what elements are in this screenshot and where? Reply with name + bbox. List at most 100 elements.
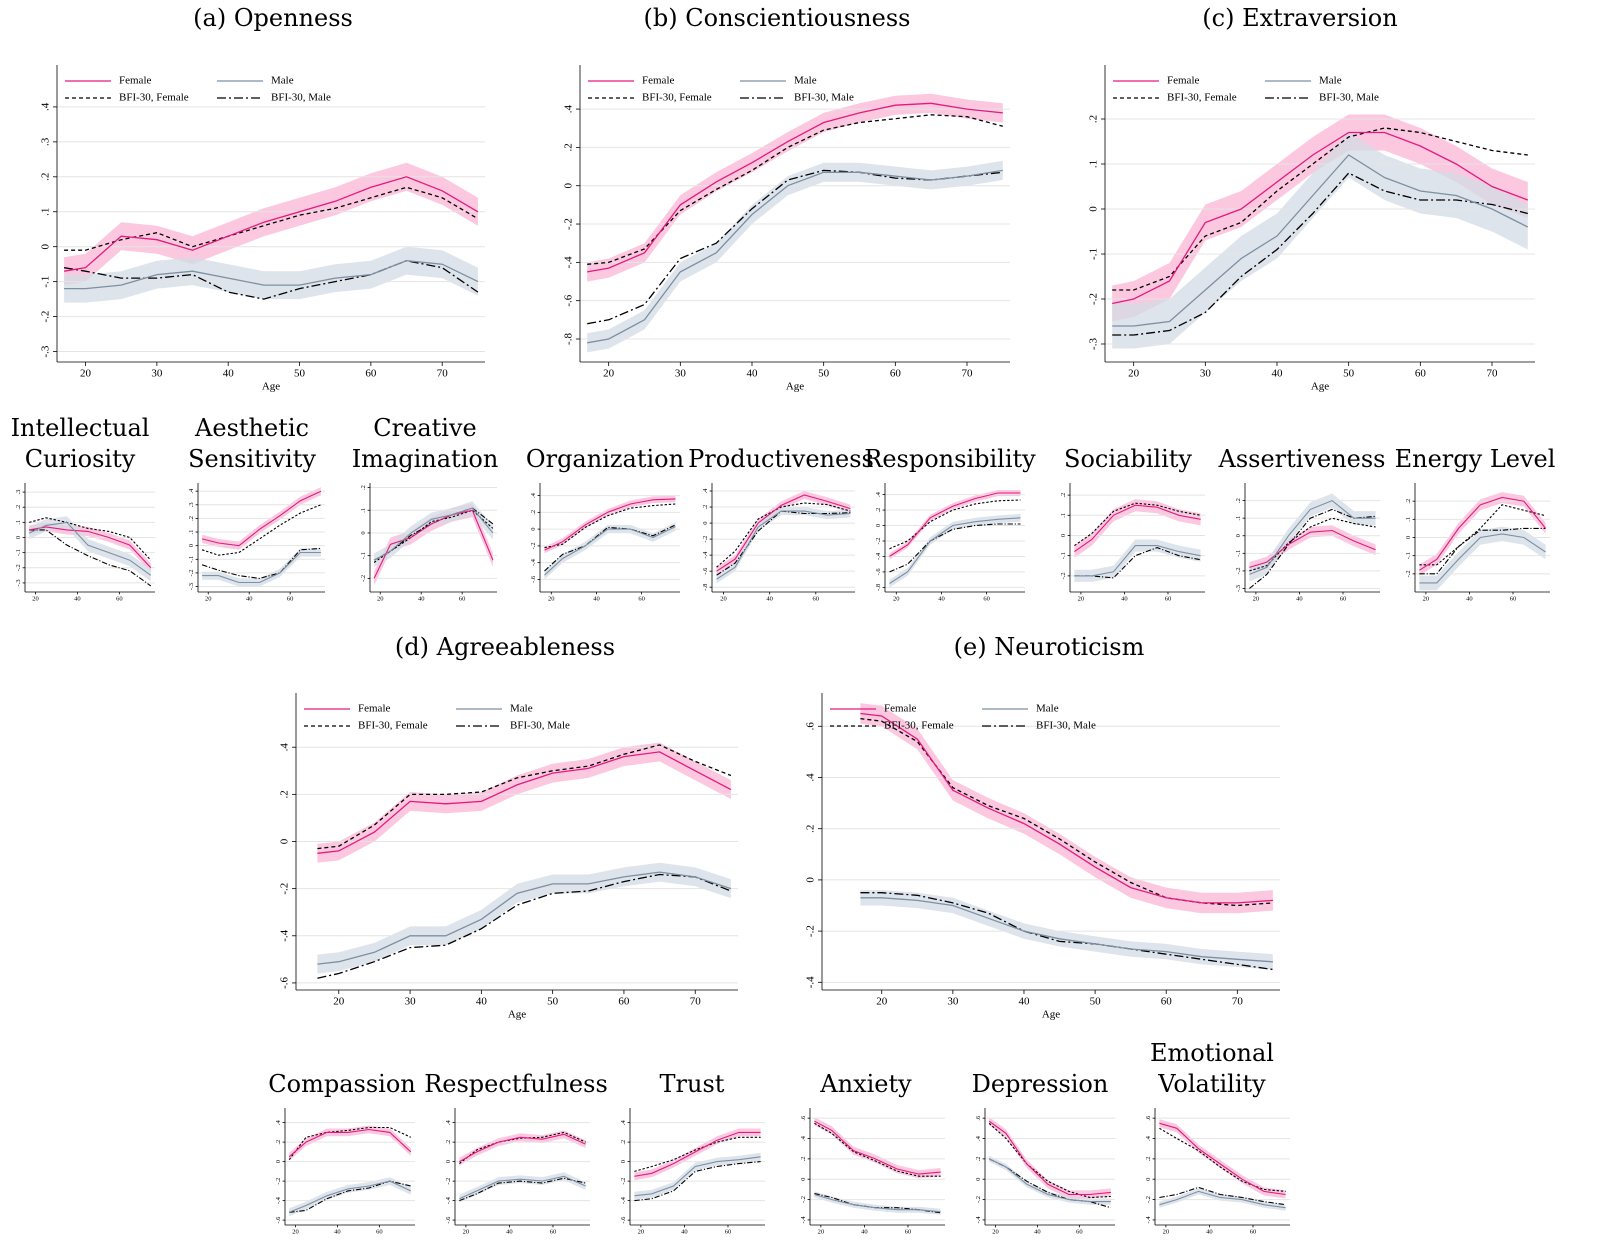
series-line xyxy=(1249,499,1376,575)
chart-title: (b) Conscientiousness xyxy=(643,4,911,32)
y-tick-label: 0 xyxy=(1060,534,1067,537)
y-tick-label: 0 xyxy=(563,182,575,188)
y-tick-label: -.6 xyxy=(620,1216,627,1224)
y-tick-label: 0 xyxy=(40,243,52,249)
legend-label: Male xyxy=(510,703,533,715)
confidence-band xyxy=(889,490,1021,560)
y-tick-label: .2 xyxy=(800,1156,807,1161)
y-tick-label: -.4 xyxy=(620,1196,627,1204)
y-tick-label: -.2 xyxy=(1060,572,1067,579)
series-line xyxy=(1419,504,1546,566)
y-tick-label: 0 xyxy=(188,544,195,547)
y-tick-label: .2 xyxy=(620,1140,627,1145)
y-tick-label: -.6 xyxy=(702,567,709,575)
x-tick-label: 60 xyxy=(638,596,645,603)
confidence-band xyxy=(202,548,321,587)
y-tick-label: -.1 xyxy=(1060,552,1067,559)
chart-title: Assertiveness xyxy=(1218,445,1386,473)
y-tick-label: -.4 xyxy=(800,1216,807,1224)
series-line xyxy=(1159,1186,1286,1206)
x-tick-label: 60 xyxy=(1340,596,1347,603)
confidence-band xyxy=(459,1172,586,1203)
y-tick-label: -.8 xyxy=(702,584,709,591)
chart-title: Creative Imagination xyxy=(351,414,499,473)
series-line xyxy=(860,712,1273,904)
y-tick-label: .2 xyxy=(1060,493,1067,498)
legend-label: Female xyxy=(358,703,390,715)
y-tick-label: -.1 xyxy=(188,556,195,563)
y-tick-label: -.4 xyxy=(875,552,882,560)
y-tick-label: .2 xyxy=(188,516,195,521)
legend-label: Female xyxy=(1167,75,1199,87)
y-tick-label: -.6 xyxy=(563,294,575,306)
y-tick-label: 0 xyxy=(620,1160,627,1163)
x-tick-label: 20 xyxy=(1078,596,1085,603)
chart-title: Compassion xyxy=(268,1070,416,1098)
chart: -.6 -.4 -.2 0 .2 .4 20 40 60 xyxy=(620,1108,765,1236)
series-line xyxy=(63,176,479,272)
legend-label: Female xyxy=(884,703,916,715)
y-tick-label: -.1 xyxy=(360,552,367,559)
x-tick-label: 20 xyxy=(992,1229,999,1236)
x-tick-label: 20 xyxy=(463,1229,470,1236)
x-tick-label: 40 xyxy=(418,596,425,603)
x-tick-label: 40 xyxy=(1296,596,1303,603)
series-line xyxy=(860,892,1273,971)
x-tick-label: 20 xyxy=(1253,596,1260,603)
series-line xyxy=(459,1133,586,1163)
y-tick-label: .1 xyxy=(1060,513,1067,518)
x-tick-label: 40 xyxy=(223,368,235,380)
legend-label: BFI-30, Female xyxy=(358,720,428,732)
series-line xyxy=(202,551,321,584)
series-line xyxy=(634,1156,761,1197)
x-tick-label: 20 xyxy=(548,596,555,603)
y-tick-label: -.2 xyxy=(1405,570,1412,577)
series-line xyxy=(1419,496,1547,571)
x-tick-label: 60 xyxy=(116,596,123,603)
y-tick-label: -.4 xyxy=(530,558,537,566)
y-tick-label: 0 xyxy=(800,1178,807,1181)
confidence-band xyxy=(64,162,478,286)
y-tick-label: 0 xyxy=(1405,536,1412,539)
y-tick-label: -.3 xyxy=(1088,338,1100,350)
y-tick-label: -.8 xyxy=(875,584,882,591)
confidence-band xyxy=(989,1117,1111,1199)
series-line xyxy=(587,102,1003,273)
x-tick-label: 50 xyxy=(1343,368,1355,380)
x-tick-label: 60 xyxy=(890,368,902,380)
y-tick-label: -.2 xyxy=(275,1178,282,1185)
x-tick-label: 40 xyxy=(506,1229,513,1236)
confidence-band xyxy=(544,522,676,580)
x-tick-label: 60 xyxy=(725,1229,732,1236)
series-line xyxy=(64,186,479,251)
y-tick-label: -.2 xyxy=(1088,293,1100,305)
series-line xyxy=(988,1120,1111,1196)
x-tick-label: 60 xyxy=(1161,996,1173,1008)
x-tick-label: 20 xyxy=(876,996,888,1008)
series-line xyxy=(988,1122,1111,1199)
x-tick-label: 40 xyxy=(1034,1229,1041,1236)
x-tick-label: 60 xyxy=(905,1229,912,1236)
series-line xyxy=(860,717,1273,907)
y-tick-label: .4 xyxy=(279,743,291,752)
legend-label: BFI-30, Female xyxy=(1167,92,1237,104)
series-line xyxy=(716,510,851,580)
chart-title: Depression xyxy=(971,1070,1109,1098)
x-tick-label: 70 xyxy=(1232,996,1244,1008)
y-tick-label: 0 xyxy=(975,1178,982,1181)
series-line xyxy=(317,751,732,854)
chart: -.2 -.1 0 .1 .2 20 40 60 xyxy=(1060,483,1205,603)
chart: -.3 -.2 -.1 0 .1 .2 20 40 60 xyxy=(1235,483,1380,603)
chart: -.6 -.4 -.2 0 .2 .4 20 40 60 xyxy=(445,1108,590,1236)
x-tick-label: 20 xyxy=(333,996,345,1008)
series-line xyxy=(544,524,676,572)
x-tick-label: 20 xyxy=(818,1229,825,1236)
x-tick-label: 20 xyxy=(893,596,900,603)
y-tick-label: -.2 xyxy=(800,1196,807,1203)
legend-label: BFI-30, Female xyxy=(642,92,712,104)
series-line xyxy=(1112,127,1528,291)
x-tick-label: 60 xyxy=(983,596,990,603)
series-line xyxy=(814,1193,941,1213)
series-line xyxy=(29,526,152,569)
